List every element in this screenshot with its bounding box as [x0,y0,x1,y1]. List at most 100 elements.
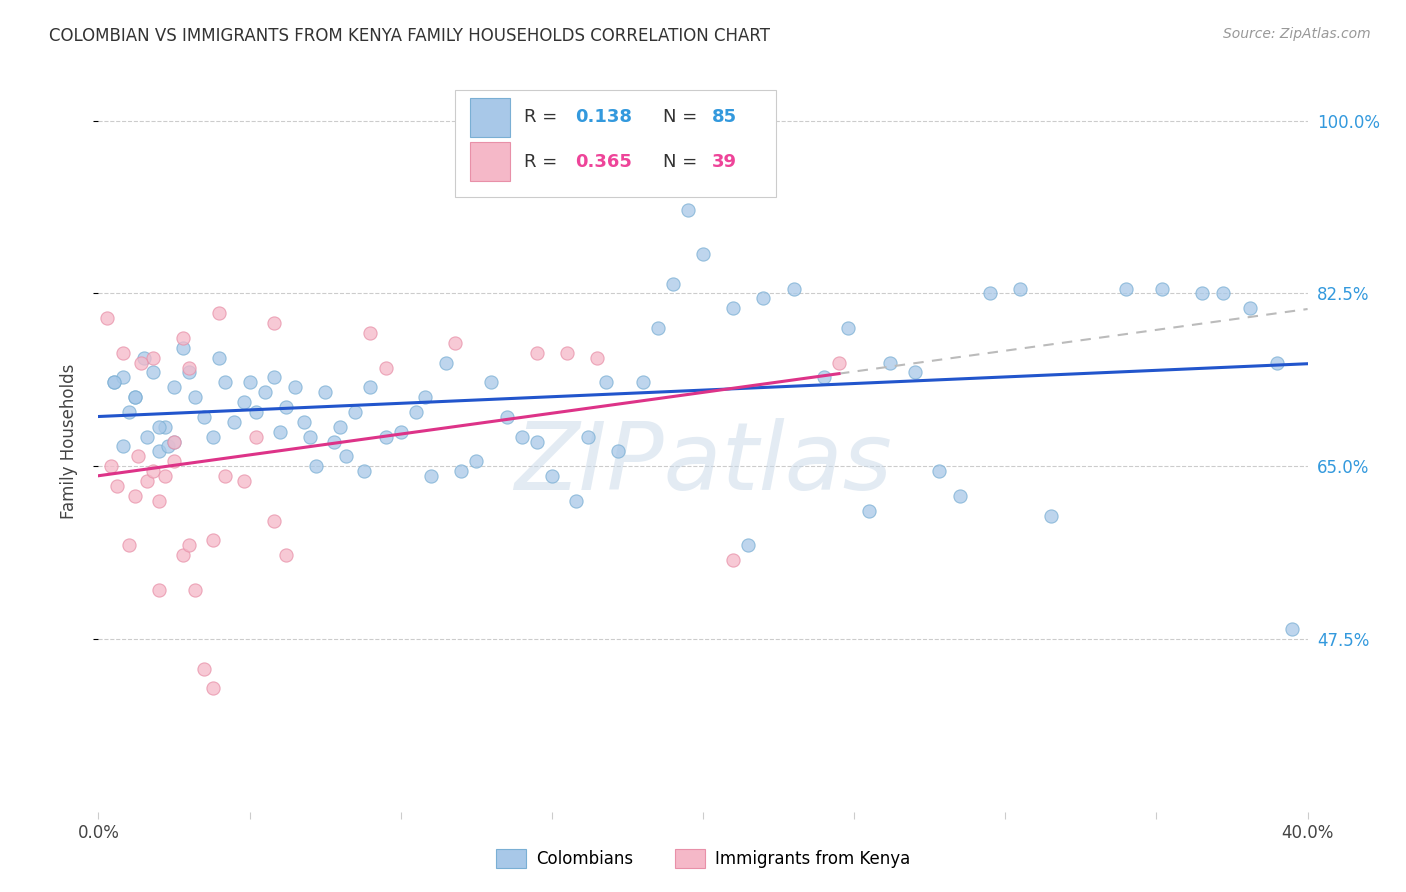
Point [389,425,412,439]
Point [595,376,617,390]
Text: N =: N = [664,153,697,170]
Point [184,390,207,404]
Point [631,376,654,390]
Point [305,459,328,474]
Point [360,380,382,394]
Point [148,419,170,434]
Point [105,479,128,493]
Point [263,514,285,528]
Point [118,538,141,552]
Point [292,415,315,429]
Point [434,355,457,369]
Point [253,385,276,400]
Point [752,292,775,306]
Text: 0.365: 0.365 [575,153,631,170]
Text: R =: R = [524,153,557,170]
Point [405,405,427,419]
Point [928,464,950,478]
Point [263,316,285,330]
Point [360,326,382,340]
Point [783,281,806,295]
Point [148,493,170,508]
Text: Source: ZipAtlas.com: Source: ZipAtlas.com [1223,27,1371,41]
Point [737,538,759,552]
Point [949,489,972,503]
Point [723,301,745,316]
Point [142,366,165,380]
Point [481,376,503,390]
Point [232,395,254,409]
Point [344,405,367,419]
Point [692,247,714,261]
Point [153,419,176,434]
Point [208,306,231,320]
Point [193,662,215,676]
Point [495,409,517,424]
Point [444,335,467,350]
Point [374,360,396,375]
Point [156,440,179,454]
Point [202,429,225,443]
Point [1152,281,1174,295]
Point [420,469,443,483]
Point [1010,281,1032,295]
Point [111,370,134,384]
Point [100,459,122,474]
Point [124,489,146,503]
Point [323,434,346,449]
FancyBboxPatch shape [470,98,509,136]
Point [813,370,835,384]
Point [723,553,745,567]
Point [214,469,236,483]
Point [586,351,609,365]
Text: COLOMBIAN VS IMMIGRANTS FROM KENYA FAMILY HOUSEHOLDS CORRELATION CHART: COLOMBIAN VS IMMIGRANTS FROM KENYA FAMIL… [49,27,770,45]
Text: R =: R = [524,108,557,127]
Point [103,376,125,390]
Point [224,415,246,429]
Point [118,405,141,419]
Point [172,548,194,562]
Point [540,469,562,483]
Point [124,390,146,404]
Point [314,385,336,400]
Point [1115,281,1137,295]
Point [274,400,297,414]
Point [374,429,396,443]
Point [879,355,901,369]
Point [284,380,307,394]
Point [526,434,548,449]
Point [465,454,488,468]
Point [413,390,436,404]
Point [232,474,254,488]
Point [111,440,134,454]
Point [142,351,165,365]
Point [607,444,630,458]
Point [269,425,291,439]
FancyBboxPatch shape [456,90,776,197]
Point [274,548,297,562]
Point [129,355,152,369]
Legend: Colombians, Immigrants from Kenya: Colombians, Immigrants from Kenya [489,842,917,875]
Y-axis label: Family Households: Family Households [59,364,77,519]
Point [135,429,157,443]
Point [1281,622,1303,636]
Point [163,434,186,449]
Point [335,450,357,464]
Point [239,376,262,390]
Point [127,450,149,464]
Point [132,351,155,365]
Point [1212,286,1234,301]
Point [979,286,1001,301]
Point [1039,508,1062,523]
Point [179,360,201,375]
Point [1191,286,1213,301]
Point [526,345,548,359]
Point [142,464,165,478]
Point [148,444,170,458]
Text: 39: 39 [711,153,737,170]
Point [148,582,170,597]
Point [153,469,176,483]
Point [1267,355,1289,369]
Point [96,311,118,326]
Point [245,405,267,419]
